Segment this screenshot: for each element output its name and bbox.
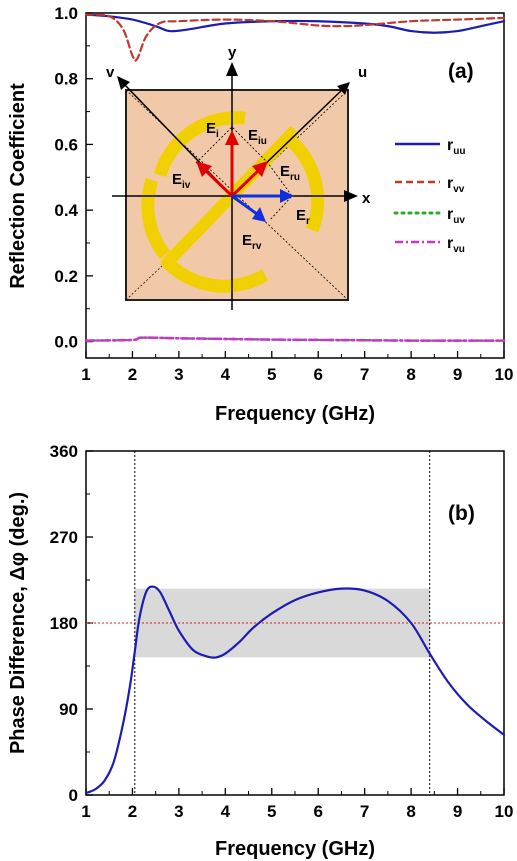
y-axis-title-b: Phase Difference, Δφ (deg.) xyxy=(7,492,29,754)
ticks-a: 1 2 3 4 5 6 7 8 9 10 0.0 0.2 0.4 0.6 0.8 1.0 xyxy=(54,4,513,384)
inset-v-arrowhead xyxy=(117,76,130,90)
label-Eiu: Eiu xyxy=(248,127,267,147)
vector-Erv xyxy=(231,194,258,216)
x-tick-label-a: 5 xyxy=(267,365,276,384)
inset-schematic: x y u v Ei Eiu Eiv Eru Er Erv xyxy=(106,44,371,310)
panel-a: 1 2 3 4 5 6 7 8 9 10 0.0 0.2 0.4 0.6 0.8 1.0 (a) Freque… xyxy=(7,4,513,425)
x-tick-label-a: 6 xyxy=(313,365,322,384)
panel-label-b: (b) xyxy=(448,502,475,525)
legend-label-ruu: ruu xyxy=(447,137,465,157)
y-tick-label-b: 270 xyxy=(50,528,78,547)
label-Erv: Erv xyxy=(242,232,262,252)
series-line-ruu xyxy=(84,13,506,34)
panel-label-a: (a) xyxy=(448,60,474,83)
vector-Er-head xyxy=(280,189,294,203)
inset-u-arrowhead xyxy=(337,82,350,95)
x-tick-label-b: 3 xyxy=(174,802,183,821)
label-Ei: Ei xyxy=(206,120,219,140)
inset-label-u: u xyxy=(358,64,367,81)
y-tick-label-b: 0 xyxy=(69,786,78,805)
x-tick-label-b: 4 xyxy=(221,802,231,821)
y-axis-title-a: Reflection Coefficient xyxy=(7,83,29,289)
split-ring-left-arc xyxy=(141,177,171,260)
series-lines-b xyxy=(84,585,506,795)
series-line-phase-b xyxy=(84,585,506,795)
inset-projection-lines xyxy=(195,126,293,221)
y-tick-label-b: 180 xyxy=(50,614,78,633)
x-axis-title-a: Frequency (GHz) xyxy=(215,403,375,425)
inset-x-arrowhead xyxy=(344,190,358,202)
split-ring-right-arc xyxy=(285,135,325,233)
x-tick-label-b: 7 xyxy=(360,802,369,821)
x-tick-label-a: 1 xyxy=(81,365,90,384)
vector-Eiv xyxy=(202,167,234,198)
x-tick-label-a: 8 xyxy=(406,365,415,384)
x-tick-label-b: 10 xyxy=(495,802,514,821)
y-tick-label-b: 360 xyxy=(50,442,78,461)
vector-Eiv-head xyxy=(196,161,212,177)
x-tick-label-a: 2 xyxy=(128,365,137,384)
x-tick-label-b: 6 xyxy=(313,802,322,821)
panel-b: 1 2 3 4 5 6 7 8 9 10 0 90 180 270 360 (b) Frequency (G… xyxy=(7,442,513,860)
inset-label-v: v xyxy=(106,64,115,81)
x-tick-label-a: 4 xyxy=(221,365,231,384)
x-tick-label-b: 5 xyxy=(267,802,276,821)
series-lines-a xyxy=(84,13,506,342)
y-tick-label-a: 0.0 xyxy=(54,333,78,352)
inset-label-x: x xyxy=(362,190,371,207)
vector-Ei-head xyxy=(225,130,239,145)
series-line-rvv xyxy=(84,13,506,62)
x-tick-label-b: 1 xyxy=(81,802,90,821)
reference-lines-b xyxy=(86,451,504,795)
ticks-b: 1 2 3 4 5 6 7 8 9 10 0 90 180 270 360 xyxy=(50,442,514,821)
x-axis-title-b: Frequency (GHz) xyxy=(215,838,375,860)
label-Eiv: Eiv xyxy=(172,171,191,191)
y-tick-label-b: 90 xyxy=(59,700,78,719)
legend-label-rvu: rvu xyxy=(447,235,465,255)
vector-Eiu xyxy=(230,167,262,198)
label-Er: Er xyxy=(296,207,310,227)
vector-Eiu-head xyxy=(252,161,268,177)
x-tick-label-b: 2 xyxy=(128,802,137,821)
x-tick-label-a: 3 xyxy=(174,365,183,384)
legend-a: ruu rvv ruv rvu xyxy=(393,137,465,255)
inset-y-arrowhead xyxy=(226,62,238,76)
split-ring-bottom-arc xyxy=(160,255,269,293)
x-tick-label-a: 10 xyxy=(495,365,514,384)
legend-label-ruv: ruv xyxy=(447,206,465,226)
x-tick-label-b: 8 xyxy=(406,802,415,821)
y-tick-label-a: 0.8 xyxy=(54,70,78,89)
y-tick-label-a: 0.2 xyxy=(54,267,78,286)
x-tick-label-b: 9 xyxy=(453,802,462,821)
y-tick-label-a: 0.6 xyxy=(54,135,78,154)
x-tick-label-a: 7 xyxy=(360,365,369,384)
x-tick-label-a: 9 xyxy=(453,365,462,384)
vector-Erv-head xyxy=(252,207,266,222)
y-tick-label-a: 0.4 xyxy=(54,201,78,220)
label-Eru: Eru xyxy=(280,163,300,183)
inset-label-y: y xyxy=(228,44,237,61)
diagonal-bar xyxy=(160,125,300,270)
legend-label-rvv: rvv xyxy=(447,175,465,195)
y-tick-label-a: 1.0 xyxy=(54,4,78,23)
series-line-rvu xyxy=(84,336,506,342)
